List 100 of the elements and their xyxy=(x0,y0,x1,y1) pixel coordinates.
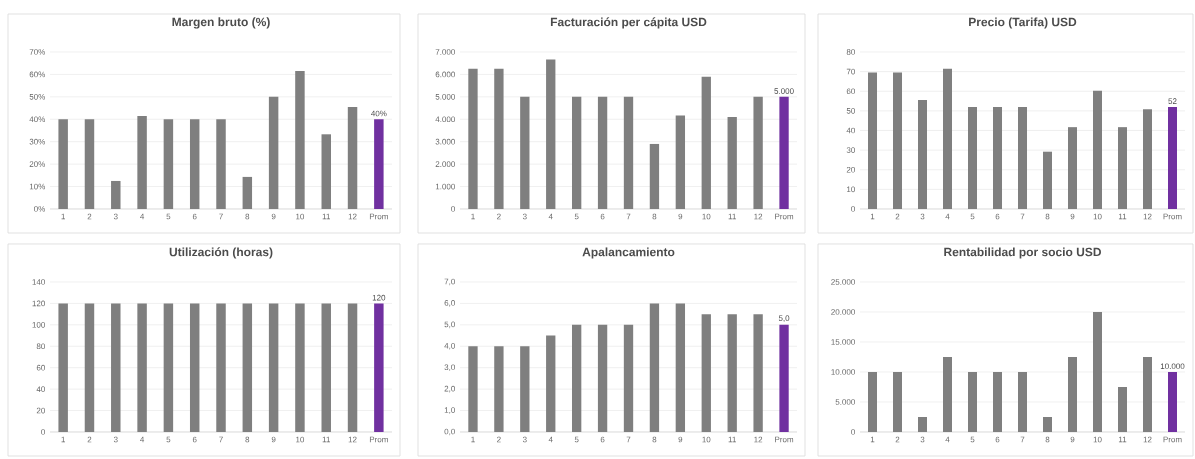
x-tick-label: 8 xyxy=(1045,213,1050,220)
bar xyxy=(649,143,660,209)
x-tick-label: 11 xyxy=(1118,213,1127,220)
x-tick-label: 8 xyxy=(245,213,250,220)
x-tick-label: 11 xyxy=(728,436,736,443)
x-tick-label: 5 xyxy=(574,436,579,443)
bar xyxy=(572,96,582,209)
bar xyxy=(968,371,977,432)
x-tick-label: 11 xyxy=(322,213,330,220)
x-tick-label: Prom xyxy=(369,436,388,443)
bar xyxy=(321,134,331,209)
x-tick-label: 1 xyxy=(471,436,475,443)
x-tick-label: 8 xyxy=(1045,436,1050,443)
bar xyxy=(374,119,384,209)
chart-title: Apalancamiento xyxy=(582,247,675,259)
x-tick-label: Prom xyxy=(775,213,794,220)
bar xyxy=(546,335,556,432)
bar xyxy=(675,115,686,209)
y-tick-label: 70% xyxy=(29,49,46,55)
x-tick-label: Prom xyxy=(1163,213,1182,220)
x-tick-label: 10 xyxy=(296,436,305,443)
bar xyxy=(268,96,279,209)
bar xyxy=(242,176,253,209)
x-tick-label: 7 xyxy=(1020,213,1025,220)
y-tick-label: 7,0 xyxy=(444,278,455,286)
y-tick-label: 120 xyxy=(32,300,45,307)
bar xyxy=(1118,386,1127,432)
x-tick-label: 4 xyxy=(140,213,145,220)
y-tick-label: 0 xyxy=(41,429,45,435)
bar xyxy=(468,68,478,209)
x-tick-label: 10 xyxy=(1093,436,1102,443)
x-tick-label: 3 xyxy=(920,213,925,220)
x-tick-label: 8 xyxy=(245,436,250,443)
bar xyxy=(779,324,789,432)
y-tick-label: 5,0 xyxy=(444,321,455,329)
y-tick-label: 0 xyxy=(451,206,455,212)
y-tick-label: 6.000 xyxy=(435,71,455,78)
data-label: 120 xyxy=(372,294,386,301)
bar xyxy=(753,96,763,209)
x-tick-label: 1 xyxy=(870,436,875,443)
x-tick-label: 10 xyxy=(296,213,305,220)
data-label: 52 xyxy=(1168,98,1177,105)
y-tick-label: 0 xyxy=(851,206,855,212)
y-tick-label: 30% xyxy=(29,138,46,145)
y-tick-label: 2,0 xyxy=(444,385,455,393)
x-tick-label: 2 xyxy=(895,436,900,443)
x-tick-label: 6 xyxy=(192,213,197,220)
y-tick-label: 30 xyxy=(846,147,855,153)
x-tick-label: 5 xyxy=(970,213,975,220)
bar xyxy=(1168,106,1177,209)
x-tick-label: 6 xyxy=(192,436,197,443)
chart-title: Facturación per cápita USD xyxy=(550,17,707,29)
data-label: 5.000 xyxy=(774,88,794,94)
x-tick-label: 10 xyxy=(702,213,711,220)
y-tick-label: 3,0 xyxy=(444,364,455,372)
x-tick-label: 7 xyxy=(626,436,631,443)
x-tick-label: Prom xyxy=(775,436,794,443)
bar xyxy=(520,346,530,432)
bar xyxy=(111,180,121,209)
x-tick-label: 5 xyxy=(166,436,171,443)
bar xyxy=(1168,371,1177,432)
y-tick-label: 40 xyxy=(846,127,855,134)
x-tick-label: 8 xyxy=(652,213,657,220)
x-tick-label: 9 xyxy=(1070,436,1075,443)
x-tick-label: 2 xyxy=(87,436,92,443)
bar xyxy=(649,303,660,432)
chart-title: Margen bruto (%) xyxy=(172,17,270,29)
x-tick-label: 6 xyxy=(995,213,1000,220)
data-label: 10.000 xyxy=(1160,363,1185,370)
bar xyxy=(993,371,1003,432)
y-tick-label: 80 xyxy=(36,343,45,350)
x-tick-label: 6 xyxy=(995,436,1000,443)
y-tick-label: 2.000 xyxy=(435,161,455,167)
x-tick-label: 3 xyxy=(113,436,118,443)
y-tick-label: 40% xyxy=(29,116,46,123)
bar xyxy=(727,117,737,209)
bar xyxy=(727,314,737,432)
data-label: 5,0 xyxy=(778,315,790,322)
x-tick-label: 5 xyxy=(574,213,579,220)
bar xyxy=(993,106,1003,209)
x-tick-label: 3 xyxy=(920,436,925,443)
y-tick-label: 3.000 xyxy=(435,138,455,145)
x-tick-label: 4 xyxy=(945,213,950,220)
y-tick-label: 1.000 xyxy=(435,183,455,190)
x-tick-label: 3 xyxy=(522,213,527,220)
x-tick-label: 6 xyxy=(600,436,605,443)
bar xyxy=(675,303,686,432)
x-tick-label: 3 xyxy=(522,436,527,443)
y-tick-label: 1,0 xyxy=(444,407,455,414)
x-tick-label: 3 xyxy=(113,213,118,220)
x-tick-label: 7 xyxy=(1020,436,1025,443)
x-tick-label: 4 xyxy=(548,436,553,443)
chart-title: Precio (Tarifa) USD xyxy=(969,17,1077,29)
bar xyxy=(597,324,608,432)
x-tick-label: 12 xyxy=(348,213,357,220)
y-tick-label: 60% xyxy=(29,71,46,78)
x-tick-label: 1 xyxy=(61,436,65,443)
bar xyxy=(137,115,147,209)
x-tick-label: 12 xyxy=(1143,436,1152,443)
bar xyxy=(868,72,878,209)
